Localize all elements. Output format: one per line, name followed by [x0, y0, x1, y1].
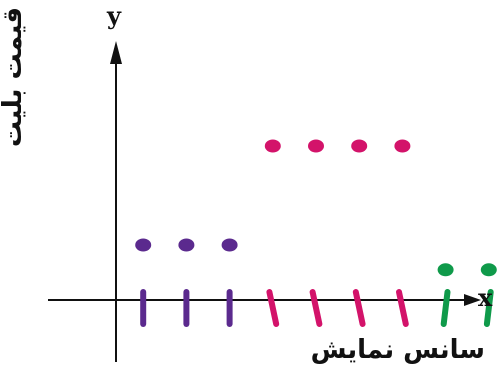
data-point: [351, 139, 368, 153]
x-tick-mark: [352, 289, 366, 327]
x-tick-mark: [266, 289, 280, 327]
data-point: [221, 238, 238, 252]
data-point: [437, 263, 454, 277]
y-axis-arrow: [110, 41, 122, 64]
x-tick-mark: [440, 289, 451, 327]
data-point: [264, 139, 281, 153]
x-tick-mark: [309, 289, 323, 327]
x-axis-title: سانس نمایش: [310, 335, 485, 365]
data-point: [178, 238, 195, 252]
y-axis-title-wrap: قیمت بلیت: [0, 7, 33, 147]
y-axis-title: قیمت بلیت: [0, 6, 28, 148]
data-marks: [135, 139, 497, 327]
x-axis-letter: x: [478, 283, 493, 312]
data-point: [308, 139, 324, 153]
x-axis-arrow: [464, 294, 481, 306]
x-tick-mark: [483, 289, 494, 327]
data-point: [394, 139, 411, 153]
data-point: [480, 263, 497, 277]
x-tick-mark: [396, 289, 409, 327]
y-axis-letter: y: [107, 1, 121, 30]
data-point: [135, 238, 152, 252]
